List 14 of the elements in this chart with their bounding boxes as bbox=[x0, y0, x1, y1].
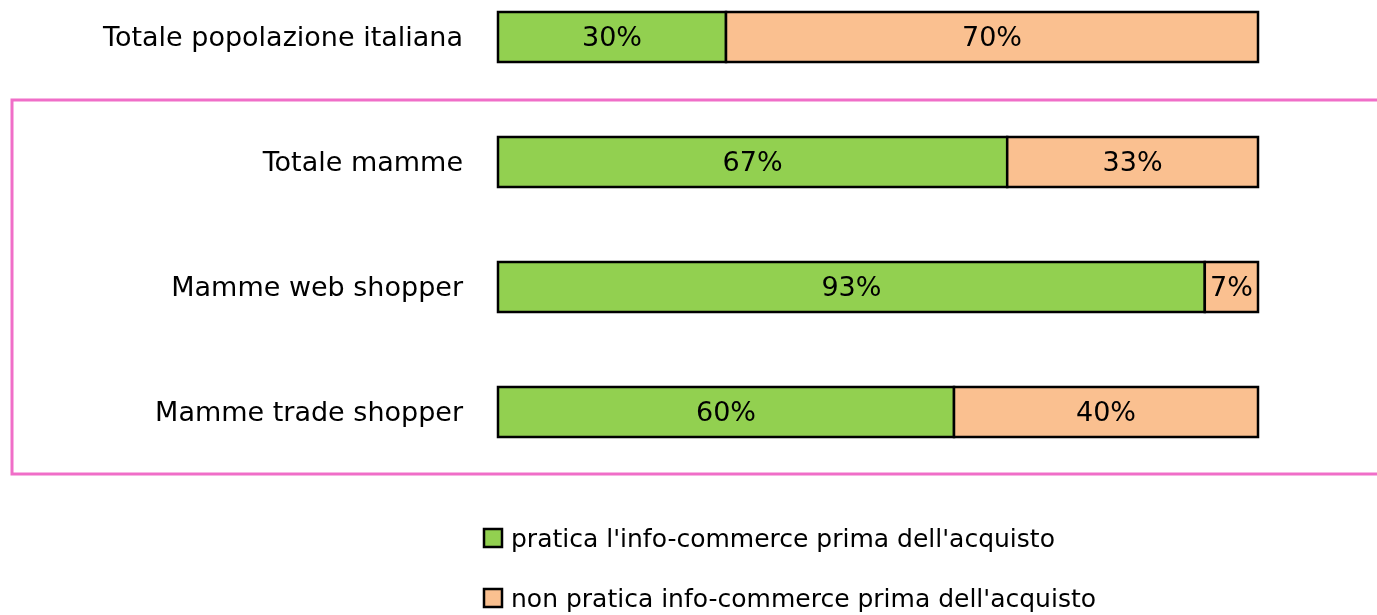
data-label: 70% bbox=[961, 21, 1023, 53]
data-label: 40% bbox=[1075, 396, 1137, 428]
legend-label: pratica l'info-commerce prima dell'acquisto bbox=[511, 523, 1055, 553]
data-label: 7% bbox=[1209, 271, 1253, 303]
y-tick-label: Mamme web shopper bbox=[171, 271, 464, 303]
data-label: 60% bbox=[695, 396, 757, 428]
data-label: 33% bbox=[1102, 146, 1163, 178]
data-label: 67% bbox=[722, 146, 783, 178]
y-tick-label: Totale mamme bbox=[261, 146, 463, 178]
y-tick-label: Mamme trade shopper bbox=[155, 396, 464, 428]
data-label: 30% bbox=[581, 21, 643, 53]
legend-label: non pratica info-commerce prima dell'acquisto bbox=[511, 583, 1097, 613]
y-tick-label: Totale popolazione italiana bbox=[102, 21, 463, 53]
data-label: 93% bbox=[821, 271, 882, 303]
